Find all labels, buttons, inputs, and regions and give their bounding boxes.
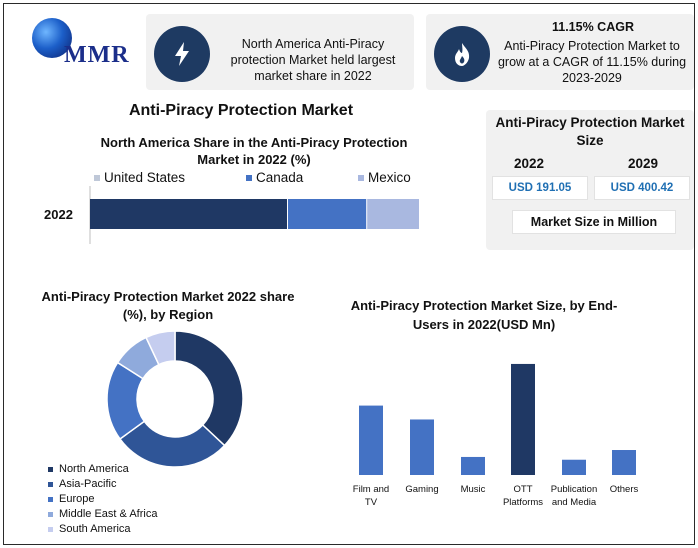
mmr-logo: MMR <box>24 14 146 74</box>
market-size-title: Anti-Piracy Protection Market Size <box>495 115 685 148</box>
x-tick-label-ott-platforms: OTT Platforms <box>503 484 543 508</box>
legend-swatch <box>246 174 252 181</box>
donut-legend-item-south-america: South America <box>48 522 157 537</box>
value-2029: USD 400.42 <box>594 176 690 200</box>
bar-others <box>612 450 636 475</box>
end-users-bar-chart: Film and TV Gaming Music OTT Platforms Publica… <box>353 363 639 508</box>
donut-title: Anti-Piracy Protection Market 2022 share… <box>41 289 295 322</box>
legend-label: Europe <box>59 493 95 505</box>
year-2022-label: 2022 <box>514 156 545 171</box>
stacked-bar-title: North America Share in the Anti-Piracy P… <box>100 135 408 167</box>
legend-swatch <box>48 497 53 502</box>
x-tick-label-gaming: Gaming <box>405 484 438 495</box>
stacked-bar-chart: 2022 <box>44 186 419 244</box>
x-tick-label-film-and-tv: Film and TV <box>353 484 389 508</box>
legend-label: Canada <box>256 170 304 185</box>
legend-label: Middle East & Africa <box>59 508 158 520</box>
highlight-card-cagr: 11.15% CAGR Anti-Piracy Protection Marke… <box>426 14 694 90</box>
legend-swatch <box>48 467 53 472</box>
donut-legend-item-middle-east-africa: Middle East & Africa <box>48 507 157 522</box>
legend-swatch <box>48 482 53 487</box>
legend-item-mexico: Mexico <box>358 170 411 185</box>
donut-legend: North America Asia-Pacific Europe Middle Ea… <box>48 462 157 537</box>
x-tick-label-others: Others <box>610 484 639 495</box>
legend-label: North America <box>59 463 129 475</box>
legend-swatch <box>48 512 53 517</box>
donut-legend-item-north-america: North America <box>48 462 157 477</box>
market-size-card: Anti-Piracy Protection Market Size 2022 … <box>486 110 694 250</box>
logo-text: MMR <box>64 42 130 68</box>
category-label: 2022 <box>44 207 73 222</box>
infographic-frame: MMR North America Anti-Piracy protection… <box>3 3 695 545</box>
lightning-icon <box>154 26 210 82</box>
legend-swatch <box>94 174 100 181</box>
legend-item-united-states: United States <box>94 170 185 185</box>
legend-item-canada: Canada <box>246 170 303 185</box>
bar-segment-united-states <box>90 199 287 229</box>
donut-chart <box>106 330 244 468</box>
stacked-bar-legend: United States Canada Mexico <box>94 170 434 188</box>
legend-label: Asia-Pacific <box>59 478 117 490</box>
main-title: Anti-Piracy Protection Market <box>128 102 354 119</box>
bar-music <box>461 456 485 475</box>
bar-publication-and-media <box>562 459 586 475</box>
globe-icon <box>32 18 72 58</box>
highlight-card-region: North America Anti-Piracy protection Mar… <box>146 14 414 90</box>
donut-slice-south-america <box>145 330 176 366</box>
end-users-title: Anti-Piracy Protection Market Size, by E… <box>350 298 618 332</box>
market-size-unit: Market Size in Million <box>512 210 676 234</box>
legend-label: Mexico <box>368 170 411 185</box>
legend-swatch <box>358 174 364 181</box>
bar-film-and-tv <box>359 405 383 475</box>
legend-swatch <box>48 527 53 532</box>
legend-label: South America <box>59 523 131 535</box>
x-tick-label-publication-and-media: Publication and Media <box>551 484 597 508</box>
x-tick-label-music: Music <box>461 484 486 495</box>
bar-ott-platforms <box>511 363 535 475</box>
donut-legend-item-asia-pacific: Asia-Pacific <box>48 477 157 492</box>
flame-icon <box>434 26 490 82</box>
donut-legend-item-europe: Europe <box>48 492 157 507</box>
highlight-text-cagr: Anti-Piracy Protection Market to grow at… <box>497 39 687 85</box>
bar-segment-canada <box>288 199 367 229</box>
bar-segment-mexico <box>367 199 419 229</box>
highlight-text-region: North America Anti-Piracy protection Mar… <box>230 37 396 83</box>
bar-gaming <box>410 419 434 475</box>
value-2022: USD 191.05 <box>492 176 588 200</box>
legend-label: United States <box>104 170 186 185</box>
year-2029-label: 2029 <box>628 156 659 171</box>
cagr-title: 11.15% CAGR <box>552 20 634 34</box>
donut-slice-north-america <box>174 330 244 447</box>
